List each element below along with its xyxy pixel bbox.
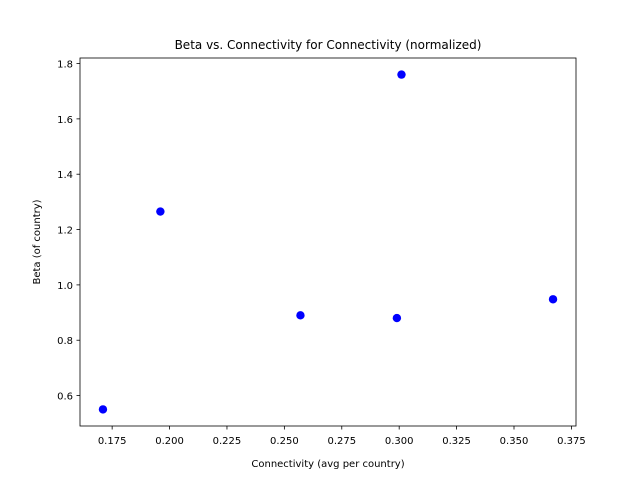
y-tick-label: 1.0: [57, 281, 73, 292]
chart-title: Beta vs. Connectivity for Connectivity (…: [175, 38, 482, 52]
x-tick-label: 0.225: [213, 436, 242, 447]
x-tick-label: 0.375: [557, 436, 586, 447]
y-tick-label: 1.8: [57, 60, 73, 71]
x-tick-label: 0.350: [500, 436, 529, 447]
x-tick-label: 0.300: [385, 436, 414, 447]
y-axis-label: Beta (of country): [32, 199, 43, 284]
y-axis-ticks: 0.6 0.8 1.0 1.2 1.4 1.6 1.8: [57, 60, 80, 403]
data-point: [156, 207, 165, 216]
plot-frame: [79, 57, 577, 427]
data-point: [548, 295, 558, 304]
y-tick-label: 1.2: [57, 226, 73, 237]
data-point: [392, 313, 402, 323]
data-point: [98, 405, 108, 414]
data-points: [98, 70, 558, 414]
data-point: [397, 70, 406, 79]
data-point: [296, 311, 305, 320]
x-axis-ticks: 0.175 0.200 0.225 0.250 0.275 0.300 0.325 0.350…: [98, 426, 586, 447]
y-tick-label: 1.4: [57, 170, 73, 181]
y-tick-label: 0.6: [57, 392, 73, 403]
x-tick-label: 0.275: [327, 436, 356, 447]
x-tick-label: 0.325: [442, 436, 471, 447]
y-tick-label: 0.8: [57, 336, 73, 347]
x-axis-label: Connectivity (avg per country): [251, 459, 404, 470]
y-tick-label: 1.6: [57, 115, 73, 126]
x-tick-label: 0.200: [155, 436, 184, 447]
x-tick-label: 0.175: [98, 436, 127, 447]
x-tick-label: 0.250: [270, 436, 299, 447]
